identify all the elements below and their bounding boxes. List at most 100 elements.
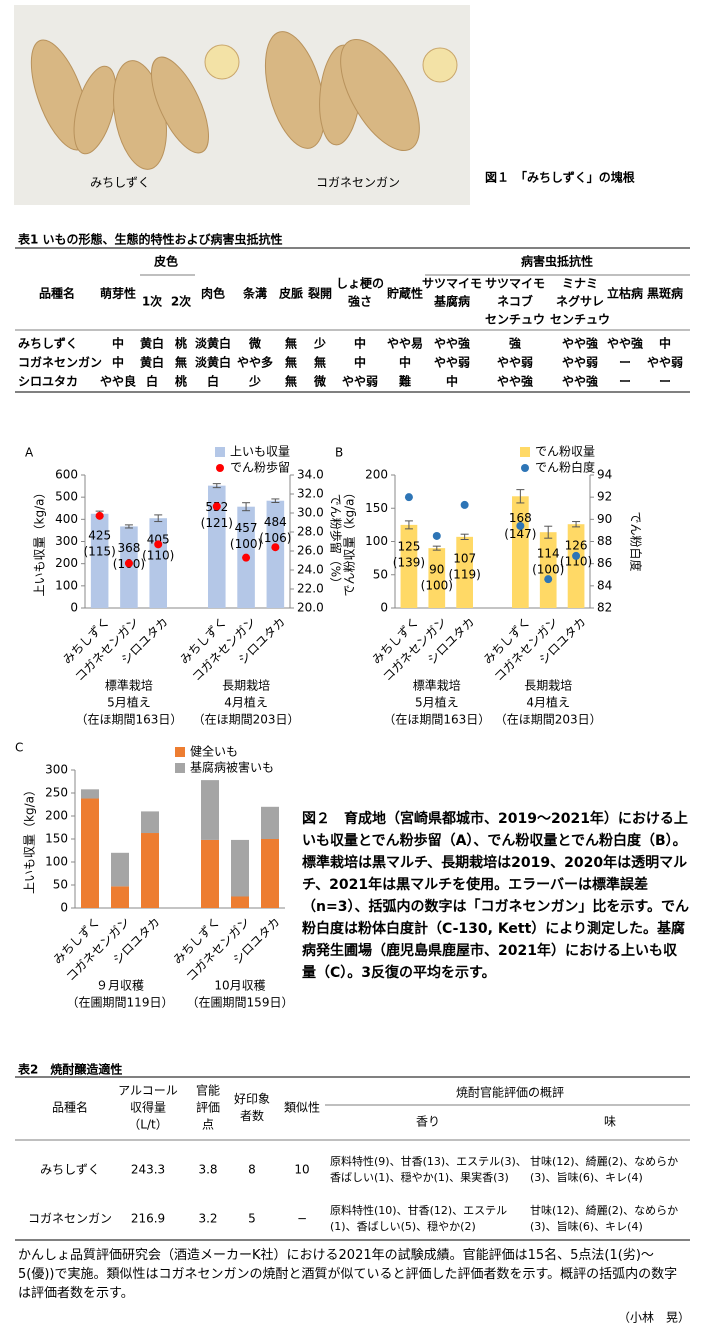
bar-segment (231, 896, 249, 908)
data-label: (110) (142, 549, 174, 563)
tick-label: 0 (70, 601, 78, 615)
bar-segment (111, 852, 129, 887)
cell: − (297, 1212, 307, 1226)
tick-label: 30.0 (297, 506, 324, 520)
bar-segment (81, 798, 99, 908)
error-bar (212, 483, 221, 489)
tick-label: 300 (45, 763, 68, 777)
legend-marker (175, 747, 185, 757)
column-header: 条溝 (242, 286, 267, 301)
photo-label: コガネセンガン (316, 176, 400, 190)
data-label: 368 (117, 541, 140, 555)
cell: 中 (112, 355, 124, 370)
data-label: (110) (560, 555, 592, 569)
cell: 中 (659, 336, 671, 351)
column-header: 品種名 (52, 1100, 88, 1115)
cell: 無 (285, 374, 297, 389)
error-bar (544, 525, 553, 539)
group-label: 4月植え (224, 695, 268, 710)
column-header: ネグサレ (556, 294, 604, 309)
bar (149, 518, 167, 608)
tick-label: 150 (365, 501, 388, 515)
tick-label: 0 (380, 601, 388, 615)
photo-label: みちしずく (90, 176, 150, 190)
data-label: (100) (532, 563, 564, 577)
column-header: センチュウ (550, 313, 610, 327)
bar (456, 536, 473, 608)
dot (516, 521, 525, 530)
tick-label: 94 (597, 468, 612, 482)
error-bar (242, 502, 251, 512)
cell: 216.9 (131, 1212, 165, 1226)
dot (271, 543, 280, 552)
group-label: 4月植え (526, 695, 570, 710)
column-header: アルコール (118, 1084, 178, 1098)
group-label: ９月収穫 (96, 979, 144, 993)
tick-label: 400 (55, 512, 78, 526)
data-label: 168 (509, 511, 532, 525)
cell: 白 (207, 374, 219, 389)
legend-marker (175, 763, 185, 773)
group-header: 病害虫抵抗性 (521, 254, 593, 269)
legend-marker (216, 464, 224, 472)
bar-segment (141, 811, 159, 834)
tick-label: 22.0 (297, 582, 324, 596)
photo-slice (422, 47, 458, 83)
error-bar (154, 514, 163, 523)
legend-label: でん粉収量 (535, 445, 595, 459)
axis-title: でん粉収量（kg/a） (343, 487, 357, 597)
bar (90, 513, 109, 608)
group-label: 5月植え (415, 695, 459, 710)
error-bar (432, 545, 441, 551)
cell: 桃 (175, 336, 187, 351)
tick-label: 34.0 (297, 468, 324, 482)
cell: 微 (248, 336, 262, 351)
bar-segment (111, 886, 129, 908)
cell: 10 (294, 1163, 309, 1177)
bar-segment (201, 780, 219, 840)
group-label: （在ほ期間203日） (193, 713, 300, 727)
bar (428, 548, 446, 608)
data-label: (100) (421, 579, 453, 593)
cell: やや強 (607, 336, 643, 351)
data-label: 90 (429, 563, 444, 577)
bar-segment (231, 839, 249, 897)
column-header: しょ梗の (336, 276, 384, 291)
bar (400, 524, 418, 608)
error-bar (516, 489, 525, 504)
cell: 8 (248, 1163, 256, 1177)
column-header: （L/t） (128, 1118, 167, 1132)
tick-label: 300 (55, 534, 78, 548)
bar (208, 485, 226, 608)
data-label: (119) (449, 567, 481, 581)
tick-label: 82 (597, 601, 612, 615)
group-header: 皮色 (153, 254, 178, 269)
column-header: 貯蔵性 (387, 286, 423, 301)
cell: みちしずく (18, 336, 78, 351)
axis-title: でん粉歩留（%） (329, 494, 344, 589)
tick-label: 86 (597, 556, 612, 570)
tick-label: 26.0 (297, 544, 324, 558)
legend-marker (215, 447, 225, 457)
panel-letter: B (335, 446, 343, 460)
cell: やや弱 (342, 374, 378, 389)
cell: 無 (285, 355, 297, 370)
cell: やや弱 (647, 355, 683, 370)
cell: やや良 (100, 374, 136, 389)
column-header: 基腐病 (433, 294, 470, 309)
cell: 少 (248, 374, 261, 389)
cell: 3.2 (198, 1212, 217, 1226)
data-label: (100) (230, 537, 262, 551)
legend-label: でん粉白度 (535, 460, 595, 475)
data-label: 484 (264, 515, 287, 529)
legend-label: でん粉歩留 (230, 460, 290, 475)
cell: 淡黄白 (195, 355, 231, 370)
data-label: 457 (235, 521, 258, 535)
figure-caption: 図１ 「みちしずく」の塊根 (485, 170, 635, 185)
column-header: 味 (604, 1115, 616, 1129)
cell: 無 (314, 355, 326, 370)
tick-label: 88 (597, 534, 612, 548)
error-bar (460, 533, 469, 541)
column-header: 2次 (171, 294, 191, 309)
